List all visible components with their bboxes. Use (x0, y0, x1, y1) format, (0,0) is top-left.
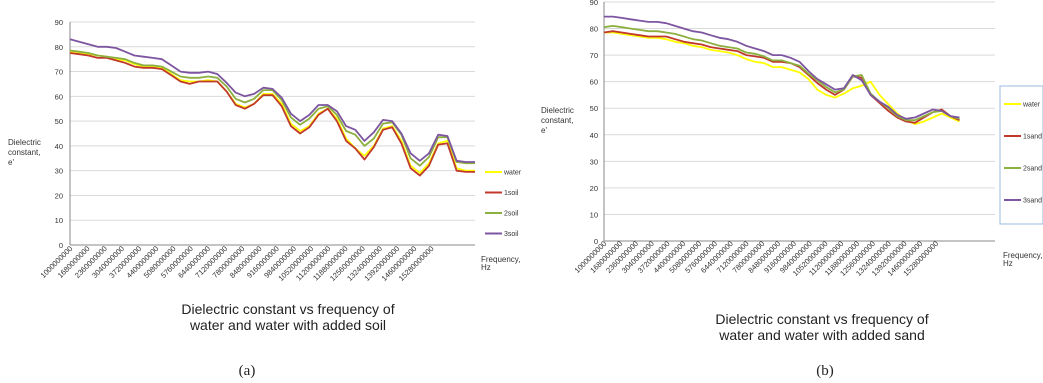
series-line-1soil (69, 52, 475, 177)
legend-label-3soil: 3soil (504, 231, 519, 238)
y-tick-label: 10 (590, 210, 598, 219)
y-tick-label: 90 (590, 0, 598, 7)
chart-title: water and water with added soil (189, 317, 386, 333)
series-line-2soil (69, 49, 475, 167)
series-line-water (604, 31, 960, 126)
x-axis-title: Frequency, (481, 255, 520, 264)
chart-title: Dielectric constant vs frequency of (715, 311, 928, 327)
chart-title: water and water with added sand (718, 327, 924, 343)
series-line-1sand (603, 30, 960, 124)
legend-label-water: water (1022, 102, 1041, 109)
panel-label: (a) (239, 363, 256, 379)
x-axis-title: Frequency, (1003, 251, 1042, 260)
y-tick-label: 40 (55, 142, 63, 151)
legend-label-water: water (503, 170, 522, 177)
y-tick-label: 20 (590, 184, 598, 193)
y-tick-label: 10 (55, 216, 63, 225)
legend-label-3sand: 3sand (1023, 198, 1042, 205)
series-line-3soil (69, 38, 475, 163)
y-axis-title: constant, (8, 148, 40, 157)
y-axis-title: e' (541, 126, 547, 135)
x-axis-title: Hz (481, 263, 491, 272)
y-axis-title: Dielectric (541, 106, 574, 115)
chart-a: 0102030405060708090100000000016800000002… (8, 18, 522, 379)
series-line-3sand (604, 15, 960, 120)
y-tick-label: 90 (55, 18, 63, 27)
y-axis-title: e' (8, 158, 14, 167)
y-tick-label: 60 (55, 92, 63, 101)
legend-label-1sand: 1sand (1023, 134, 1042, 141)
y-tick-label: 30 (590, 157, 598, 166)
y-tick-label: 0 (594, 237, 598, 246)
y-tick-label: 20 (55, 191, 63, 200)
series-line-2sand (603, 24, 960, 122)
y-tick-label: 60 (590, 78, 598, 87)
chart-title: Dielectric constant vs frequency of (181, 301, 394, 317)
y-tick-label: 50 (590, 104, 598, 113)
y-axis-title: Dielectric (8, 138, 41, 147)
legend-label-2sand: 2sand (1023, 166, 1042, 173)
legend-label-2soil: 2soil (504, 211, 519, 218)
y-tick-label: 80 (590, 25, 598, 34)
series-line-water (69, 50, 475, 175)
y-tick-label: 80 (55, 43, 63, 52)
y-tick-label: 70 (590, 51, 598, 60)
x-axis-title: Hz (1003, 259, 1013, 268)
legend-label-1soil: 1soil (504, 190, 519, 197)
chart-b: 0102030405060708090100000000016800000002… (541, 0, 1043, 379)
y-tick-label: 30 (55, 167, 63, 176)
y-tick-label: 50 (55, 117, 63, 126)
y-tick-label: 70 (55, 68, 63, 77)
y-tick-label: 40 (590, 131, 598, 140)
y-tick-label: 0 (59, 241, 63, 250)
y-axis-title: constant, (541, 116, 573, 125)
panel-label: (b) (816, 363, 834, 379)
